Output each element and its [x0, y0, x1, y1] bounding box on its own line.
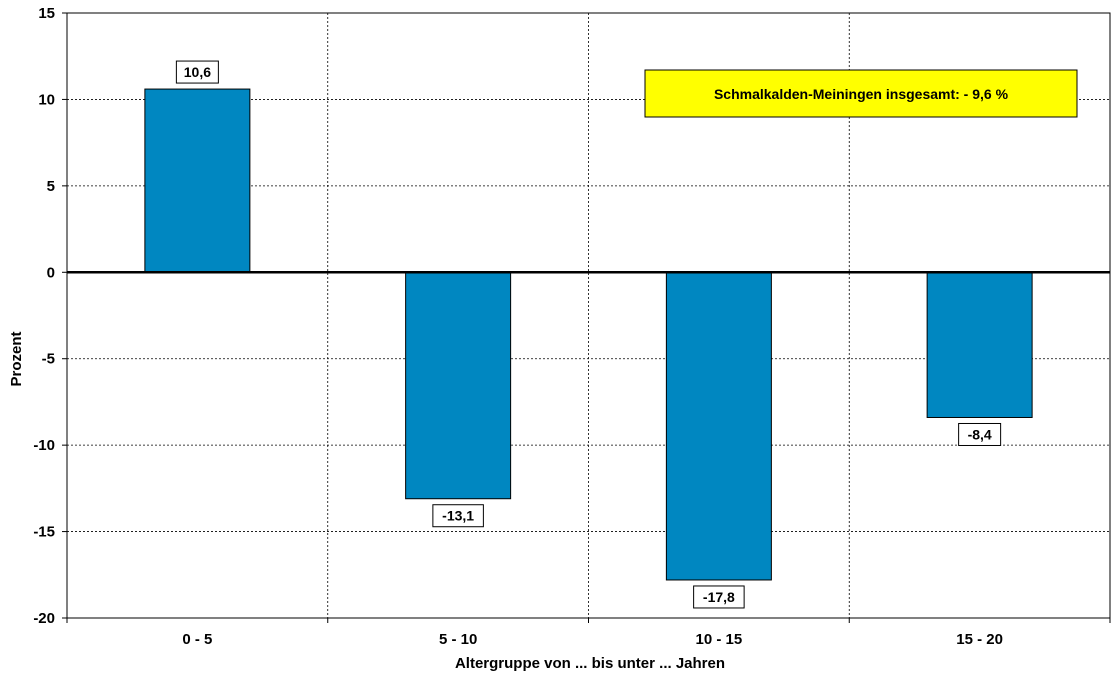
- x-tick-label: 10 - 15: [696, 631, 743, 648]
- data-label: -8,4: [958, 422, 1002, 446]
- y-tick-label: 5: [47, 178, 55, 195]
- data-label-box: [693, 585, 745, 609]
- data-label-box: [432, 504, 484, 528]
- y-tick-label: -20: [33, 610, 55, 627]
- data-label-text: -13,1: [442, 508, 474, 524]
- data-label-text: 10,6: [184, 64, 211, 80]
- annotation-text: Schmalkalden-Meiningen insgesamt: - 9,6 …: [714, 86, 1009, 102]
- bar-10-15: [665, 271, 772, 581]
- bar-layer: [144, 88, 1033, 581]
- y-axis-title: Prozent: [8, 331, 25, 386]
- data-label-box: [958, 422, 1002, 446]
- x-tick-label: 0 - 5: [182, 631, 212, 648]
- y-tick-label: -5: [42, 351, 55, 368]
- data-label: -13,1: [432, 504, 484, 528]
- bar-15-20: [926, 271, 1033, 418]
- bar-0-5: [144, 88, 251, 273]
- y-tick-label: -10: [33, 437, 55, 454]
- label-layer: 0 - 5 10,6 5 - 10 -13,1 10 - 15 -17,8 15 - 20 -…: [175, 60, 1003, 648]
- y-tick-label: 10: [38, 91, 55, 108]
- y-tick-label: 15: [38, 5, 55, 22]
- axis-layer: 15 10 5 0 -5 -10 -15 -20: [33, 5, 1111, 627]
- data-label-text: -8,4: [968, 426, 992, 442]
- x-axis-title: Altergruppe von ... bis unter ... Jahren: [455, 655, 725, 672]
- data-label: -17,8: [693, 585, 745, 609]
- annotation-box: Schmalkalden-Meiningen insgesamt: - 9,6 …: [644, 69, 1078, 118]
- annotation-background: [644, 69, 1078, 118]
- data-label-box: [175, 60, 219, 84]
- data-label-text: -17,8: [703, 589, 735, 605]
- bar-5-10: [405, 271, 512, 500]
- x-tick-label: 15 - 20: [956, 631, 1003, 648]
- x-tick-label: 5 - 10: [439, 631, 477, 648]
- data-label: 10,6: [175, 60, 219, 84]
- y-tick-label: 0: [47, 264, 55, 281]
- y-tick-label: -15: [33, 524, 55, 541]
